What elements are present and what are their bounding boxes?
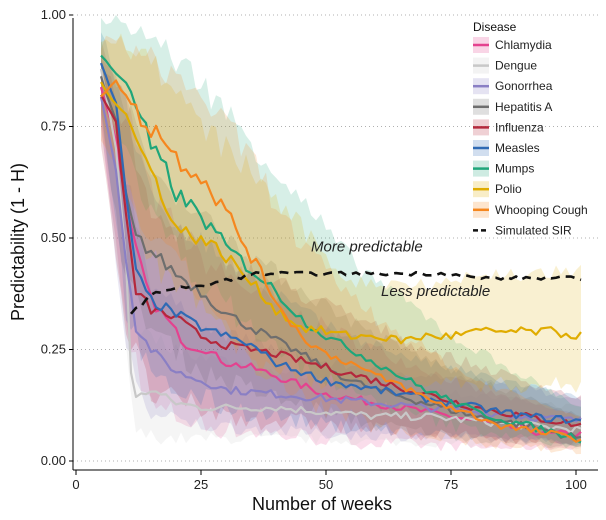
legend-label-measles: Measles (495, 141, 540, 155)
x-tick-label-4: 100 (565, 477, 587, 492)
y-tick-label-4: 1.00 (41, 7, 66, 22)
confidence-bands (101, 15, 581, 455)
band-polio (101, 33, 581, 394)
legend-label-whooping-cough: Whooping Cough (495, 203, 588, 217)
legend-label-hepatitis-a: Hepatitis A (495, 100, 552, 114)
band-dengue (101, 41, 581, 450)
series-line-hepatitis-a (99, 75, 582, 439)
axis-ticks: 0.00 0.25 0.50 0.75 1.00 0 25 50 75 100 (41, 7, 587, 492)
x-tick-label-1: 25 (194, 477, 208, 492)
annotation-more-predictable: More predictable (311, 238, 423, 255)
series-line-dengue (99, 68, 582, 434)
legend-label-chlamydia: Chlamydia (495, 38, 552, 52)
y-tick-label-1: 0.25 (41, 342, 66, 357)
series-lines (99, 54, 582, 444)
band-mumps (101, 15, 581, 449)
x-tick-label-3: 75 (444, 477, 458, 492)
legend-label-mumps: Mumps (495, 162, 534, 176)
legend-title: Disease (473, 20, 517, 34)
legend-label-simulated-sir: Simulated SIR (495, 223, 572, 237)
legend-label-gonorrhea: Gonorrhea (495, 79, 553, 93)
legend-label-dengue: Dengue (495, 59, 537, 73)
x-tick-label-0: 0 (72, 477, 79, 492)
series-line-measles (99, 62, 582, 424)
band-chlamydia (101, 56, 581, 452)
series-line-mumps (100, 54, 582, 444)
series-line-simulated-sir (130, 270, 582, 315)
legend-label-polio: Polio (495, 182, 522, 196)
band-measles (101, 32, 581, 446)
y-tick-label-0: 0.00 (41, 453, 66, 468)
band-whooping-cough (101, 35, 581, 455)
annotation-less-predictable: Less predictable (381, 283, 490, 300)
band-gonorrhea (101, 54, 581, 447)
series-line-whooping-cough (100, 79, 582, 443)
y-axis-title: Predictability (1 - H) (8, 163, 28, 321)
y-tick-label-2: 0.50 (41, 230, 66, 245)
series-line-polio (100, 81, 582, 345)
y-tick-label-3: 0.75 (41, 119, 66, 134)
legend: Disease Chlamydia Dengue Gonorrhea Hepatiti… (473, 20, 588, 237)
band-influenza (101, 59, 581, 446)
x-tick-label-2: 50 (319, 477, 333, 492)
x-axis-title: Number of weeks (252, 494, 392, 514)
legend-label-influenza: Influenza (495, 120, 544, 134)
